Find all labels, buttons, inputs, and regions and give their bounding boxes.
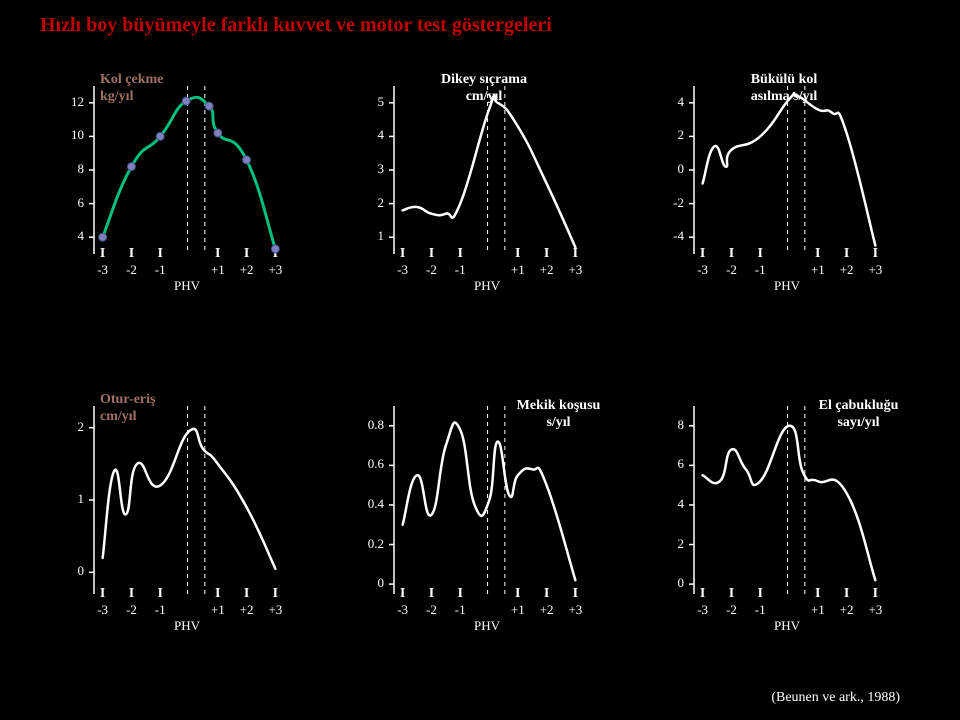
xtick-label: -1 xyxy=(445,262,475,278)
xtick-label: -3 xyxy=(88,262,118,278)
xtick-label: -3 xyxy=(388,262,418,278)
xtick-label: -1 xyxy=(445,602,475,618)
phv-label: PHV xyxy=(774,278,800,294)
data-point xyxy=(243,156,251,164)
chart-svg xyxy=(360,80,590,260)
chart-hang: Bükülü kolasılma s/yıl-4-2024I-3I-2I-1I+… xyxy=(660,80,890,260)
xtick-label: -2 xyxy=(116,602,146,618)
xtick-label: +3 xyxy=(260,262,290,278)
xtick-label: -1 xyxy=(745,602,775,618)
xtick-label: +3 xyxy=(560,262,590,278)
xtick-label: -3 xyxy=(388,602,418,618)
xtick-label: +1 xyxy=(803,262,833,278)
chart-svg xyxy=(660,80,890,260)
chart-svg xyxy=(660,400,890,600)
xtick-label: -2 xyxy=(416,602,446,618)
phv-label: PHV xyxy=(174,618,200,634)
chart-svg xyxy=(60,80,290,260)
data-point xyxy=(127,163,135,171)
xtick-label: -2 xyxy=(116,262,146,278)
data-point xyxy=(214,129,222,137)
xtick-label: +2 xyxy=(532,262,562,278)
xtick-label: +2 xyxy=(232,602,262,618)
data-point xyxy=(182,97,190,105)
chart-tap: El çabukluğusayı/yıl02468I-3I-2I-1I+1I+2… xyxy=(660,400,890,600)
xtick-label: +3 xyxy=(860,262,890,278)
chart-shuttle: Mekik koşusus/yıl00.20.40.60.8I-3I-2I-1I… xyxy=(360,400,590,600)
data-point xyxy=(271,245,279,253)
page: Hızlı boy büyümeyle farklı kuvvet ve mot… xyxy=(0,0,960,720)
xtick-label: -1 xyxy=(145,262,175,278)
data-point xyxy=(205,102,213,110)
xtick-label: -3 xyxy=(688,602,718,618)
xtick-label: +1 xyxy=(203,602,233,618)
xtick-label: -2 xyxy=(416,262,446,278)
xtick-label: -3 xyxy=(88,602,118,618)
data-curve xyxy=(703,426,876,580)
xtick-label: +1 xyxy=(503,602,533,618)
xtick-label: +2 xyxy=(232,262,262,278)
xtick-label: +3 xyxy=(560,602,590,618)
xtick-label: +2 xyxy=(832,262,862,278)
chart-svg xyxy=(360,400,590,600)
xtick-label: +1 xyxy=(803,602,833,618)
phv-label: PHV xyxy=(474,618,500,634)
data-point xyxy=(99,233,107,241)
xtick-label: -1 xyxy=(145,602,175,618)
data-curve xyxy=(703,93,876,246)
xtick-label: -2 xyxy=(716,262,746,278)
xtick-label: +1 xyxy=(503,262,533,278)
xtick-label: +1 xyxy=(203,262,233,278)
data-point xyxy=(156,132,164,140)
data-curve xyxy=(403,95,576,247)
xtick-label: +2 xyxy=(532,602,562,618)
data-curve xyxy=(103,97,276,249)
xtick-label: -2 xyxy=(716,602,746,618)
phv-label: PHV xyxy=(774,618,800,634)
chart-sitreach: Otur-erişcm/yıl012I-3I-2I-1I+1I+2I+3PHV xyxy=(60,400,290,600)
xtick-label: +2 xyxy=(832,602,862,618)
chart-svg xyxy=(60,400,290,600)
phv-label: PHV xyxy=(174,278,200,294)
chart-jump: Dikey sıçramacm/yıl12345I-3I-2I-1I+1I+2I… xyxy=(360,80,590,260)
data-curve xyxy=(403,423,576,581)
page-title: Hızlı boy büyümeyle farklı kuvvet ve mot… xyxy=(40,14,552,37)
data-curve xyxy=(103,429,276,569)
citation: (Beunen ve ark., 1988) xyxy=(771,690,900,706)
xtick-label: +3 xyxy=(260,602,290,618)
xtick-label: +3 xyxy=(860,602,890,618)
xtick-label: -1 xyxy=(745,262,775,278)
phv-label: PHV xyxy=(474,278,500,294)
chart-arm_pull: Kol çekmekg/yıl4681012I-3I-2I-1I+1I+2I+3… xyxy=(60,80,290,260)
xtick-label: -3 xyxy=(688,262,718,278)
